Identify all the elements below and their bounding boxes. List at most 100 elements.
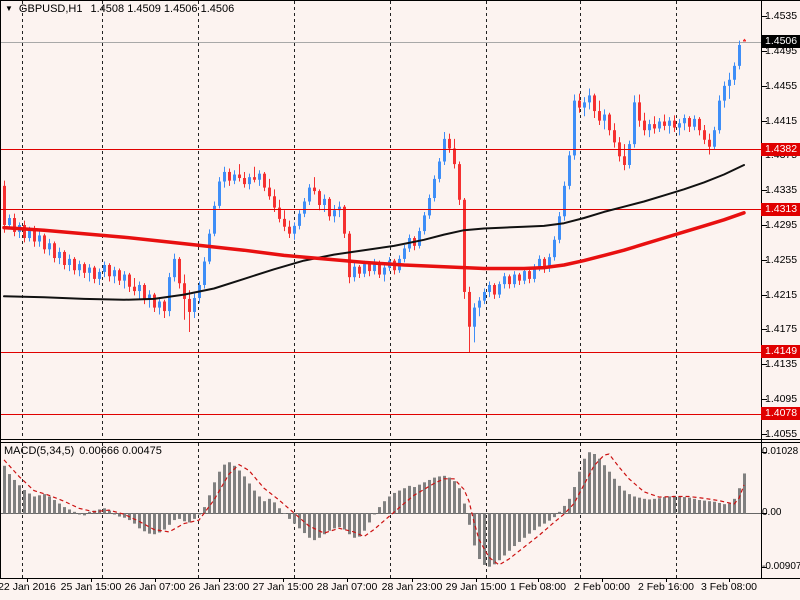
candle-body	[83, 264, 86, 273]
time-axis-label: 22 Jan 2016	[0, 581, 56, 593]
candle-body	[353, 266, 356, 278]
macd-histogram-bar	[728, 503, 731, 514]
candle-body	[328, 198, 331, 217]
candle-body	[133, 286, 136, 292]
candle-body	[173, 258, 176, 278]
time-axis-label: 3 Feb 08:00	[700, 581, 758, 593]
candle-body	[8, 218, 11, 225]
macd-histogram-bar	[638, 497, 641, 514]
macd-histogram-bar	[263, 501, 266, 514]
macd-histogram-bar	[378, 507, 381, 514]
macd-histogram-bar	[473, 513, 476, 546]
macd-histogram-bar	[218, 471, 221, 514]
macd-histogram-bar	[383, 501, 386, 514]
candle-body	[523, 271, 526, 281]
candle-body	[578, 100, 581, 108]
macd-histogram-bar	[708, 501, 711, 514]
candle-body	[458, 164, 461, 200]
macd-histogram-bar	[548, 513, 551, 521]
macd-histogram-bar	[433, 477, 436, 514]
candle-body	[88, 267, 91, 273]
collapse-icon[interactable]: ▼	[5, 4, 13, 13]
macd-histogram-bar	[103, 508, 106, 514]
candle-body	[13, 218, 16, 232]
macd-histogram-bar	[393, 492, 396, 514]
candle-body	[488, 284, 491, 292]
candle-body	[548, 257, 551, 269]
candle-body	[183, 283, 186, 299]
candle-body	[273, 196, 276, 208]
macd-histogram-bar	[643, 498, 646, 514]
price-axis-label: 1.4495	[765, 45, 798, 58]
macd-axis-label: 0.00	[762, 507, 782, 518]
candle-body	[168, 277, 171, 312]
candle-body	[613, 130, 616, 143]
candle-body	[148, 294, 151, 300]
macd-histogram-bar	[373, 513, 376, 515]
price-axis-label: 1.4335	[765, 184, 798, 197]
candle-body	[243, 178, 246, 185]
macd-histogram-bar	[118, 513, 121, 517]
candle-body	[473, 307, 476, 327]
macd-histogram-bar	[68, 509, 71, 514]
macd-histogram-bar	[198, 513, 201, 515]
macd-histogram-bar	[23, 489, 26, 514]
macd-histogram-bar	[338, 513, 341, 528]
macd-histogram-bar	[613, 478, 616, 514]
candle-body	[343, 206, 346, 234]
candle-body	[43, 235, 46, 250]
candle-body	[728, 79, 731, 86]
macd-histogram-bar	[718, 502, 721, 514]
macd-histogram-bar	[78, 513, 81, 515]
price-axis-label: 1.4135	[765, 358, 798, 371]
macd-histogram-bar	[343, 513, 346, 530]
macd-histogram-bar	[3, 465, 6, 514]
price-axis-label: 1.4295	[765, 218, 798, 231]
price-level-badge: 1.4313	[761, 202, 800, 216]
macd-histogram-bar	[298, 513, 301, 529]
macd-histogram-bar	[418, 484, 421, 514]
candle-body	[118, 270, 121, 281]
candle-body	[318, 191, 321, 205]
candle-body	[628, 144, 631, 165]
candle-body	[58, 251, 61, 259]
candle-body	[268, 187, 271, 197]
chart-title: ▼ GBPUSD,H1 1.4508 1.4509 1.4506 1.4506	[5, 3, 234, 17]
candle-body	[303, 201, 306, 214]
macd-signal-line	[3, 453, 745, 566]
macd-indicator-label: MACD(5,34,5) 0.00666 0.00475	[4, 445, 167, 458]
candle-body	[623, 156, 626, 165]
macd-histogram-bar	[273, 502, 276, 514]
macd-histogram-bar	[543, 513, 546, 524]
candle-body	[278, 207, 281, 219]
candle-body	[93, 267, 96, 279]
candle-body	[508, 276, 511, 285]
macd-histogram-bar	[438, 476, 441, 514]
macd-histogram-bar	[683, 497, 686, 514]
time-axis-label: 27 Jan 15:00	[252, 581, 314, 593]
macd-histogram-bar	[503, 513, 506, 556]
candle-body	[608, 114, 611, 131]
macd-histogram-bar	[648, 499, 651, 514]
candle-body	[503, 276, 506, 285]
macd-histogram-bar	[38, 495, 41, 514]
candle-body	[498, 284, 501, 295]
macd-histogram-bar	[303, 513, 306, 534]
macd-name: MACD(5,34,5)	[4, 445, 75, 457]
current-price-badge: 1.4506	[761, 35, 800, 48]
candle-body	[583, 102, 586, 108]
macd-histogram-bar	[278, 508, 281, 514]
macd-histogram-bar	[508, 513, 511, 551]
candle-body	[653, 124, 656, 129]
macd-histogram-bar	[723, 504, 726, 514]
macd-histogram-bar	[148, 513, 151, 534]
candle-body	[348, 233, 351, 278]
candle-body	[423, 215, 426, 232]
macd-histogram-bar	[73, 511, 76, 514]
candle-body	[373, 262, 376, 272]
time-axis-label: 1 Feb 08:00	[509, 581, 567, 593]
macd-histogram-bar	[248, 483, 251, 514]
candle-body	[738, 44, 741, 66]
